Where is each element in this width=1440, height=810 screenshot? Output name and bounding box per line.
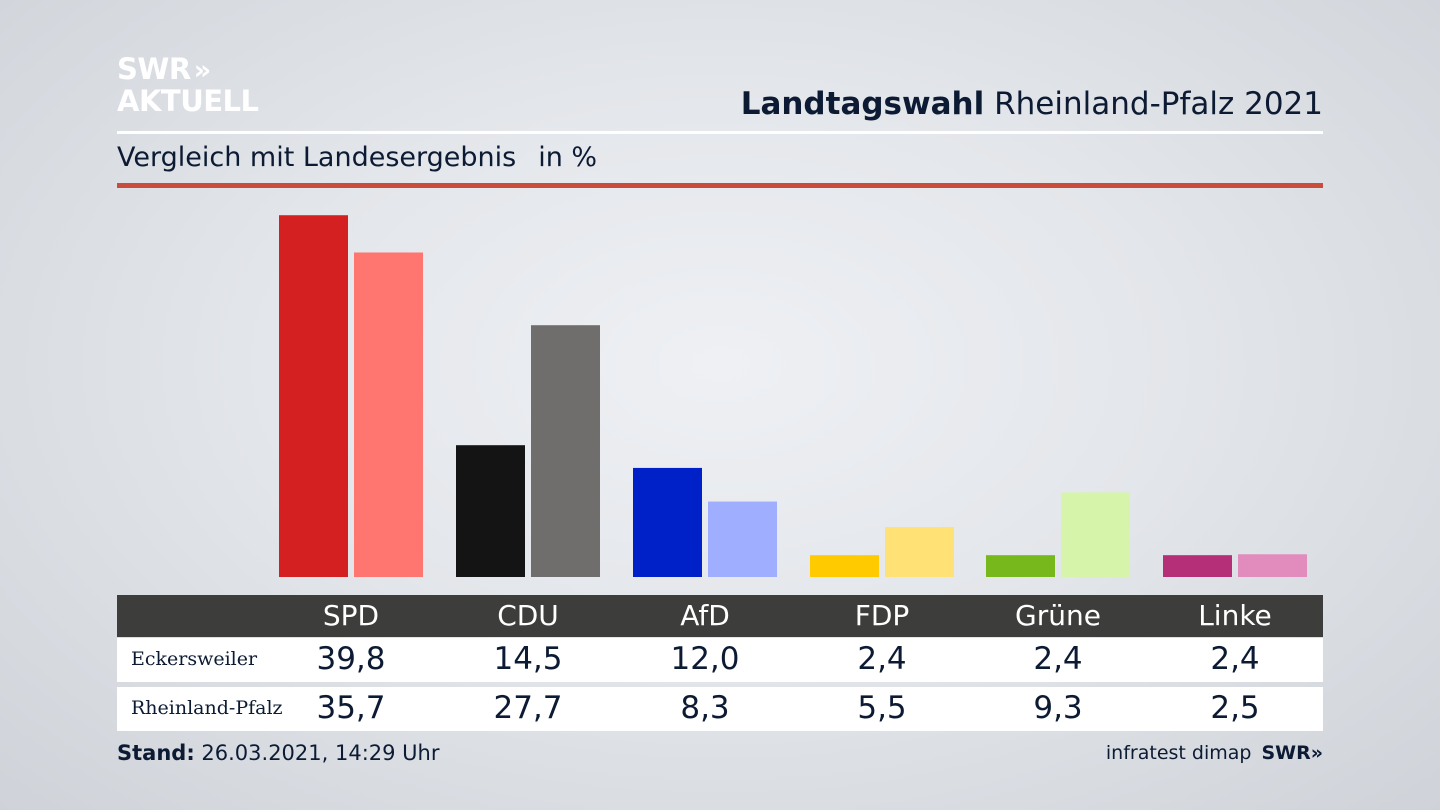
title-bold: Landtagswahl [740, 86, 985, 122]
stand-label: Stand: [117, 741, 195, 765]
bar-afd-local [633, 467, 702, 577]
accent-divider [117, 183, 1323, 188]
table-cell: 2,4 [857, 641, 907, 677]
source-text: infratest dimap [1105, 742, 1252, 764]
row-label-rheinland-pfalz: Rheinland-Pfalz [131, 697, 283, 719]
table-row: Rheinland-Pfalz 35,7 27,7 8,3 5,5 9,3 2,5 [117, 687, 1323, 731]
bar-fdp-local [810, 555, 879, 577]
table-cell: 39,8 [316, 641, 386, 677]
bar-linke-local [1163, 555, 1232, 577]
table-cell: 27,7 [493, 690, 563, 726]
bar-linke-state [1238, 554, 1307, 577]
table-cell: 35,7 [316, 690, 386, 726]
bar-grne-state [1061, 492, 1130, 577]
page-title: Landtagswahl Rheinland-Pfalz 2021 [741, 86, 1323, 122]
bar-grne-local [986, 555, 1055, 577]
swr-aktuell-logo: SWR» AKTUELL [117, 54, 259, 117]
bar-fdp-state [885, 527, 954, 577]
table-cell: 5,5 [857, 690, 907, 726]
timestamp: Stand: 26.03.2021, 14:29 Uhr [117, 741, 440, 765]
title-rest: Rheinland-Pfalz 2021 [984, 86, 1323, 122]
table-cell: 12,0 [670, 641, 740, 677]
logo-line1: SWR [117, 52, 191, 86]
bar-cdu-local [456, 445, 525, 577]
table-cell: 14,5 [493, 641, 563, 677]
table-cell: 2,5 [1210, 690, 1260, 726]
title-divider [117, 131, 1323, 134]
stand-value: 26.03.2021, 14:29 Uhr [194, 741, 440, 765]
column-header: CDU [497, 599, 559, 632]
bar-cdu-state [531, 325, 600, 577]
bar-afd-state [708, 501, 777, 577]
source-credit: infratest dimap SWR» [1106, 742, 1323, 764]
column-header: Grüne [1015, 599, 1101, 632]
bar-chart [279, 215, 1307, 577]
table-header: SPD CDU AfD FDP Grüne Linke [117, 595, 1323, 637]
column-header: SPD [322, 599, 380, 632]
subtitle-text: Vergleich mit Landesergebnis [117, 142, 517, 173]
unit-label: in % [538, 142, 598, 173]
column-header: Linke [1198, 599, 1272, 632]
column-header: AfD [680, 599, 730, 632]
table-cell: 2,4 [1033, 641, 1083, 677]
row-label-eckersweiler: Eckersweiler [131, 648, 258, 670]
table-cell: 9,3 [1033, 690, 1083, 726]
logo-line2: AKTUELL [117, 84, 259, 118]
column-header: FDP [854, 599, 910, 632]
table-row: Eckersweiler 39,8 14,5 12,0 2,4 2,4 2,4 [117, 638, 1323, 682]
source-swr-logo: SWR» [1261, 742, 1323, 764]
table-cell: 2,4 [1210, 641, 1260, 677]
chart-subtitle: Vergleich mit Landesergebnis in % [117, 142, 597, 173]
bar-spd-state [354, 252, 423, 577]
table-cell: 8,3 [680, 690, 730, 726]
bar-spd-local [279, 215, 348, 577]
